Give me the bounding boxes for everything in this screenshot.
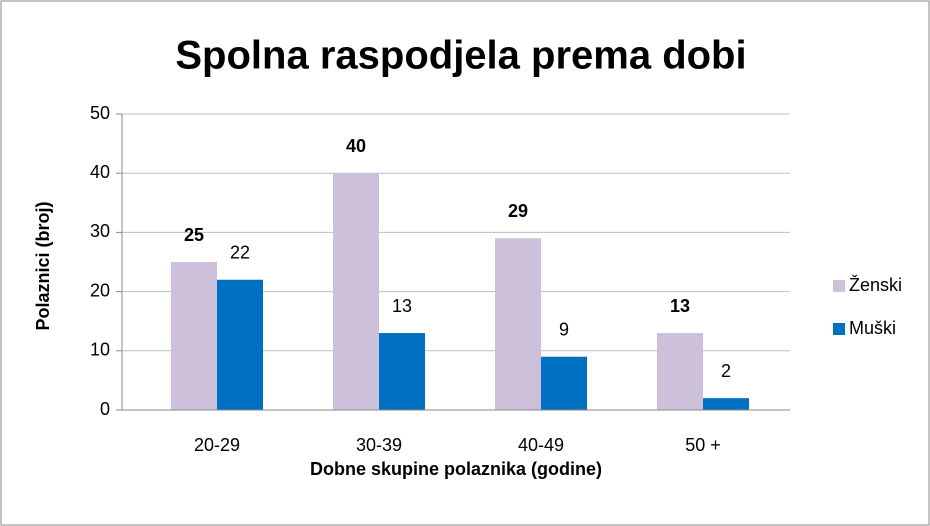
bar (217, 279, 263, 410)
data-label: 13 (670, 296, 690, 316)
data-label: 22 (230, 243, 250, 263)
x-axis-label: Dobne skupine polaznika (godine) (310, 459, 602, 479)
legend-swatch (833, 323, 845, 335)
x-tick-label: 40-49 (518, 435, 564, 455)
x-tick-label: 50 + (685, 435, 721, 455)
chart-title: Spolna raspodjela prema dobi (175, 34, 746, 78)
data-label: 9 (559, 319, 569, 339)
legend-label: Muški (849, 318, 896, 338)
data-label: 2 (721, 361, 731, 381)
bar (703, 398, 749, 410)
bar (495, 238, 541, 410)
y-tick-label: 0 (100, 399, 110, 419)
data-label: 40 (346, 136, 366, 156)
bar (171, 262, 217, 410)
data-label: 25 (184, 225, 204, 245)
legend-swatch (833, 280, 845, 292)
bar (333, 173, 379, 410)
y-tick-label: 30 (90, 221, 110, 241)
x-tick-label: 30-39 (356, 435, 402, 455)
y-tick-label: 50 (90, 103, 110, 123)
data-label: 29 (508, 201, 528, 221)
legend-label: Ženski (849, 275, 902, 295)
bar (657, 333, 703, 410)
data-label: 13 (392, 296, 412, 316)
x-tick-label: 20-29 (194, 435, 240, 455)
bar (379, 333, 425, 410)
y-tick-label: 20 (90, 280, 110, 300)
y-tick-label: 40 (90, 162, 110, 182)
y-axis-label: Polaznici (broj) (33, 201, 53, 330)
bar (541, 356, 587, 410)
y-tick-label: 10 (90, 340, 110, 360)
